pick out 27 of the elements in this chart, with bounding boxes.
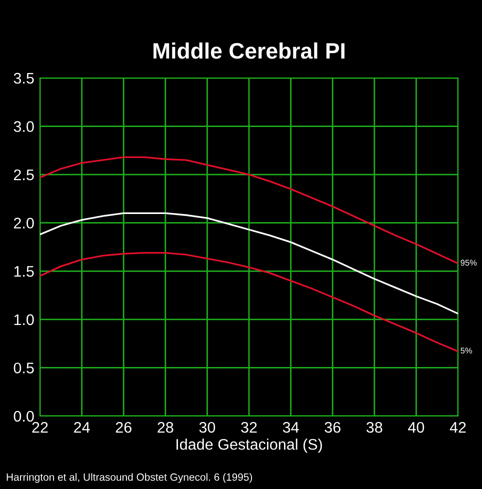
y-tick-label: 1.5 (14, 266, 34, 277)
y-tick-label: 1.0 (14, 314, 34, 326)
line-series (40, 212, 458, 314)
y-tick-label: 0.0 (14, 410, 34, 422)
x-tick-label: 34 (282, 422, 299, 433)
series-label: 95% (460, 260, 477, 266)
y-tick-label: 0.5 (14, 362, 34, 374)
line-series (40, 252, 458, 352)
x-tick-label: 30 (199, 422, 216, 433)
x-tick-label: 28 (158, 422, 174, 433)
chart-title: Middle Cerebral PI (154, 42, 344, 59)
x-tick-label: 26 (116, 422, 132, 433)
x-tick-label: 22 (32, 422, 48, 433)
line-series (40, 156, 458, 264)
y-tick-label: 2.0 (14, 218, 34, 229)
text: Harrington et al, Ultrasound Obstet Gynecol. 6 (1995) (6, 473, 252, 483)
x-tick-label: 36 (324, 422, 340, 433)
y-tick-label: 3.5 (14, 72, 34, 84)
x-tick-label: 40 (408, 422, 424, 433)
x-tick-label: 32 (241, 422, 257, 433)
series-label: 5% (460, 348, 472, 354)
x-tick-label: 24 (74, 422, 90, 433)
x-axis-title: Idade Gestacional (S) (176, 438, 322, 453)
y-tick-label: 3.0 (14, 121, 34, 132)
y-tick-label: 2.5 (14, 169, 34, 180)
x-tick-label: 38 (366, 422, 382, 433)
x-tick-label: 42 (450, 422, 466, 433)
